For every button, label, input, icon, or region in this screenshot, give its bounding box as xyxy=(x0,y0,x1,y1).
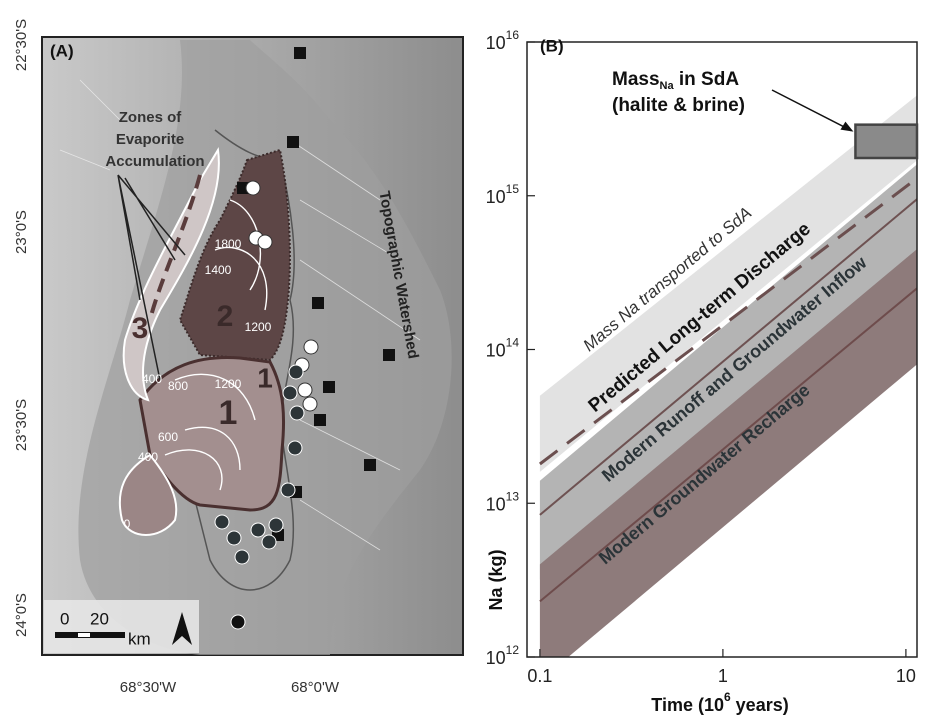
sample-circle xyxy=(246,181,260,195)
x-tick-label: 10 xyxy=(896,666,916,686)
scale-label: 20 xyxy=(90,609,109,628)
sample-square xyxy=(323,381,335,393)
text-part: 10 xyxy=(486,648,506,668)
scale-label: 0 xyxy=(60,609,69,628)
box-label: MassNa in SdA xyxy=(612,69,739,92)
sample-square xyxy=(314,414,326,426)
text-part: Na xyxy=(660,80,675,92)
sample-square xyxy=(383,349,395,361)
sample-circle xyxy=(227,531,241,545)
zone-label: 2 xyxy=(217,300,234,333)
sample-square xyxy=(312,297,324,309)
text-part: 13 xyxy=(506,489,520,503)
y-tick-label: 1016 xyxy=(486,28,520,53)
y-tick-label: 1014 xyxy=(486,336,520,361)
sample-circle xyxy=(258,235,272,249)
sda-box xyxy=(855,125,917,158)
text-part: Time (10 xyxy=(651,695,724,715)
sample-circle xyxy=(303,397,317,411)
sample-circle xyxy=(283,386,297,400)
sample-circle xyxy=(251,523,265,537)
text-part: 10 xyxy=(486,33,506,53)
sample-square xyxy=(287,136,299,148)
sample-circle xyxy=(269,518,283,532)
x-tick-label: 0.1 xyxy=(527,666,552,686)
box-label-2: (halite & brine) xyxy=(612,95,745,116)
sample-circle xyxy=(304,340,318,354)
scale-label: km xyxy=(128,629,151,648)
lon-label: 68°0'W xyxy=(291,679,340,696)
x-axis-title: Time (106 years) xyxy=(651,690,788,715)
zones-title: Zones of xyxy=(119,109,183,126)
text-part: years) xyxy=(731,695,789,715)
text-part: 15 xyxy=(506,182,520,196)
sample-circle xyxy=(289,365,303,379)
sample-circle xyxy=(235,550,249,564)
sample-square xyxy=(364,459,376,471)
figure: (A) 22°30'S 23°0'S 23°30'S 24°0'S 68°30'W 68°0… xyxy=(0,0,925,721)
contour-label: 1200 xyxy=(215,377,242,391)
panel-label: (A) xyxy=(50,41,74,60)
sample-circle xyxy=(288,441,302,455)
zones-title: Evaporite xyxy=(116,131,184,148)
lon-label: 68°30'W xyxy=(120,679,177,696)
zone-label: 3 xyxy=(132,312,149,345)
x-tick-label: 1 xyxy=(718,666,728,686)
contour-label: 1400 xyxy=(205,263,232,277)
scale-bar-gap xyxy=(78,633,90,637)
text-part: 16 xyxy=(506,28,520,42)
sample-circle xyxy=(215,515,229,529)
text-part: Mass xyxy=(612,69,660,90)
text-part: 14 xyxy=(506,336,520,350)
sample-circle xyxy=(298,383,312,397)
text-part: 10 xyxy=(486,187,506,207)
text-part: 10 xyxy=(486,340,506,360)
contour-label: 400 xyxy=(142,372,162,386)
sample-square xyxy=(294,47,306,59)
zone-label: 1 xyxy=(219,394,238,432)
contour-label: 400 xyxy=(138,450,158,464)
lat-label: 24°0'S xyxy=(13,593,30,637)
map-panel xyxy=(42,37,463,655)
y-axis-title: Na (kg) xyxy=(486,549,506,610)
zones-title: Accumulation xyxy=(105,153,204,170)
contour-label: 1800 xyxy=(215,237,242,251)
text-part: 12 xyxy=(506,643,520,657)
text-part: in SdA xyxy=(674,69,740,90)
lat-label: 22°30'S xyxy=(13,19,30,71)
sample-circle xyxy=(290,406,304,420)
sample-circle xyxy=(281,483,295,497)
lat-label: 23°30'S xyxy=(13,399,30,451)
sample-circle xyxy=(231,615,245,629)
contour-label: 0 xyxy=(124,517,131,531)
y-tick-label: 1015 xyxy=(486,182,520,207)
text-part: 10 xyxy=(486,494,506,514)
contour-label: 600 xyxy=(158,430,178,444)
y-tick-label: 1013 xyxy=(486,489,520,514)
sample-circle xyxy=(262,535,276,549)
zone-label: 1 xyxy=(257,362,273,393)
y-tick-label: 1012 xyxy=(486,643,520,668)
lat-label: 23°0'S xyxy=(13,210,30,254)
panel-label: (B) xyxy=(540,36,564,55)
contour-label: 1200 xyxy=(245,320,272,334)
contour-label: 800 xyxy=(168,379,188,393)
